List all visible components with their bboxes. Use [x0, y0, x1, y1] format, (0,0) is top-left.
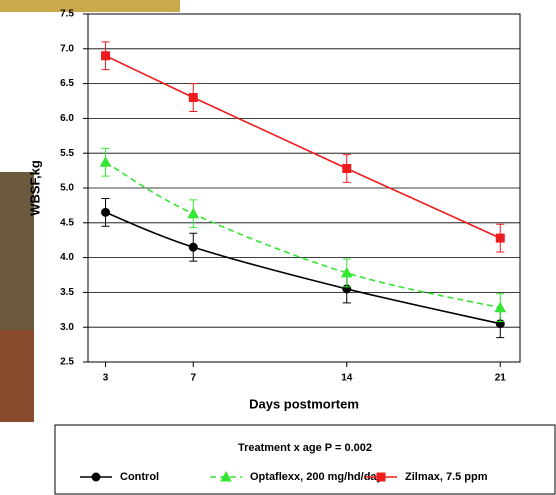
y-tick-label: 5.0 — [60, 183, 74, 194]
x-axis-label: Days postmortem — [249, 396, 359, 411]
y-tick-label: 6.5 — [60, 78, 74, 89]
marker — [101, 51, 111, 61]
y-tick-label: 2.5 — [60, 357, 74, 368]
y-axis-label: WBSF,kg — [27, 160, 42, 216]
x-tick-label: 21 — [495, 373, 507, 384]
marker — [340, 266, 353, 278]
x-tick-label: 7 — [190, 373, 196, 384]
y-tick-label: 7.0 — [60, 43, 74, 54]
y-tick-label: 3.0 — [60, 322, 74, 333]
legend-title: Treatment x age P = 0.002 — [238, 442, 372, 454]
y-tick-label: 6.0 — [60, 113, 74, 124]
legend-marker — [91, 472, 101, 482]
marker — [342, 164, 352, 174]
marker — [494, 301, 507, 313]
legend-box — [54, 424, 556, 495]
legend-label: Zilmax, 7.5 ppm — [405, 471, 488, 483]
marker — [187, 207, 200, 219]
legend-marker — [220, 470, 232, 482]
series-line — [105, 161, 501, 309]
marker — [188, 242, 198, 252]
x-tick-label: 14 — [341, 373, 353, 384]
series-line — [105, 55, 501, 239]
legend-label: Control — [120, 471, 159, 483]
marker — [188, 93, 198, 103]
legend-label: Optaflexx, 200 mg/hd/day — [250, 471, 384, 483]
y-tick-label: 4.0 — [60, 252, 74, 263]
y-tick-label: 4.5 — [60, 217, 74, 228]
y-tick-label: 7.5 — [60, 9, 74, 20]
y-tick-label: 5.5 — [60, 148, 74, 159]
background-photo — [0, 330, 34, 422]
legend-marker — [376, 472, 386, 482]
marker — [99, 156, 112, 167]
x-tick-label: 3 — [103, 373, 109, 384]
marker — [495, 233, 505, 243]
y-tick-label: 3.5 — [60, 287, 74, 298]
background-photo — [0, 0, 180, 12]
series-line — [105, 211, 501, 325]
marker — [101, 207, 111, 217]
